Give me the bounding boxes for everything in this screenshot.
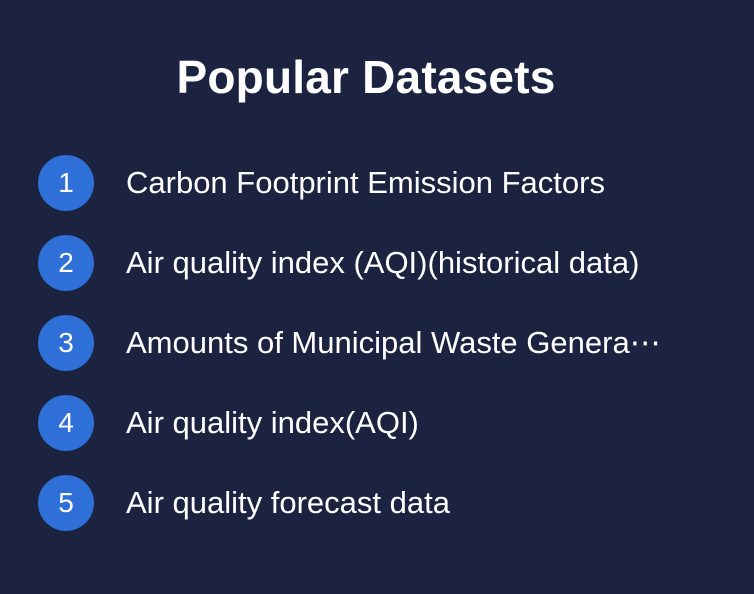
- dataset-list: 1 Carbon Footprint Emission Factors 2 Ai…: [38, 155, 718, 555]
- rank-badge: 3: [38, 315, 94, 371]
- dataset-list-item[interactable]: 2 Air quality index (AQI)(historical dat…: [38, 235, 718, 291]
- dataset-list-item[interactable]: 3 Amounts of Municipal Waste Genera⋯: [38, 315, 718, 371]
- dataset-link[interactable]: Air quality forecast data: [126, 485, 450, 520]
- rank-badge: 2: [38, 235, 94, 291]
- dataset-link[interactable]: Air quality index(AQI): [126, 405, 419, 440]
- dataset-link[interactable]: Air quality index (AQI)(historical data): [126, 245, 640, 280]
- dataset-list-item[interactable]: 4 Air quality index(AQI): [38, 395, 718, 451]
- dataset-link[interactable]: Amounts of Municipal Waste Genera⋯: [126, 325, 661, 360]
- dataset-list-item[interactable]: 5 Air quality forecast data: [38, 475, 718, 531]
- panel-title: Popular Datasets: [176, 51, 556, 103]
- rank-badge: 4: [38, 395, 94, 451]
- dataset-list-item[interactable]: 1 Carbon Footprint Emission Factors: [38, 155, 718, 211]
- rank-badge: 1: [38, 155, 94, 211]
- rank-badge: 5: [38, 475, 94, 531]
- dataset-link[interactable]: Carbon Footprint Emission Factors: [126, 165, 605, 200]
